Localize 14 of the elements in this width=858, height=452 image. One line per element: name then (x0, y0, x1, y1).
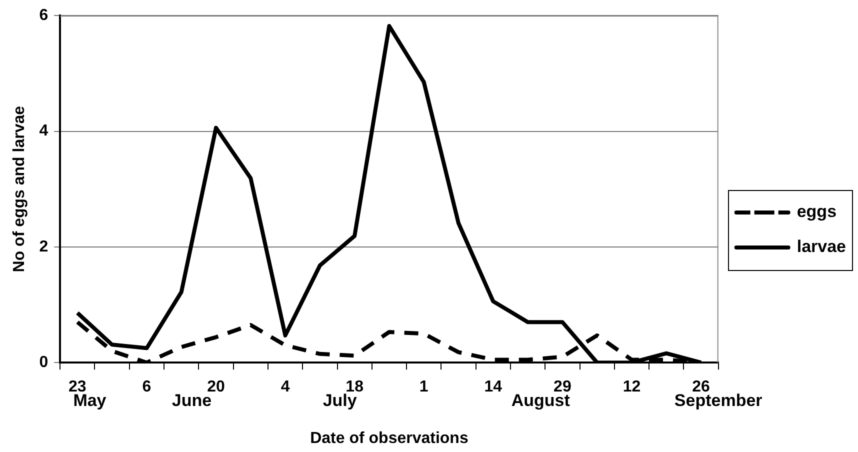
y-tick-label: 0 (39, 354, 48, 372)
x-tick-label: 6 (142, 378, 152, 396)
legend-label: eggs (796, 202, 837, 222)
y-axis-title: No of eggs and larvae (11, 106, 28, 272)
y-tick-label: 2 (39, 238, 48, 256)
x-tick-label: 4 (280, 378, 290, 396)
x-axis-title: Date of observations (310, 430, 468, 447)
x-tick-label: 12 (622, 378, 641, 396)
y-tick-label: 4 (39, 122, 48, 140)
y-tick-label: 6 (39, 7, 48, 24)
x-tick-label: 1 (419, 378, 428, 396)
x-tick-label: 14 (484, 378, 502, 396)
text: May (73, 390, 107, 410)
legend-label: larvae (796, 237, 846, 256)
